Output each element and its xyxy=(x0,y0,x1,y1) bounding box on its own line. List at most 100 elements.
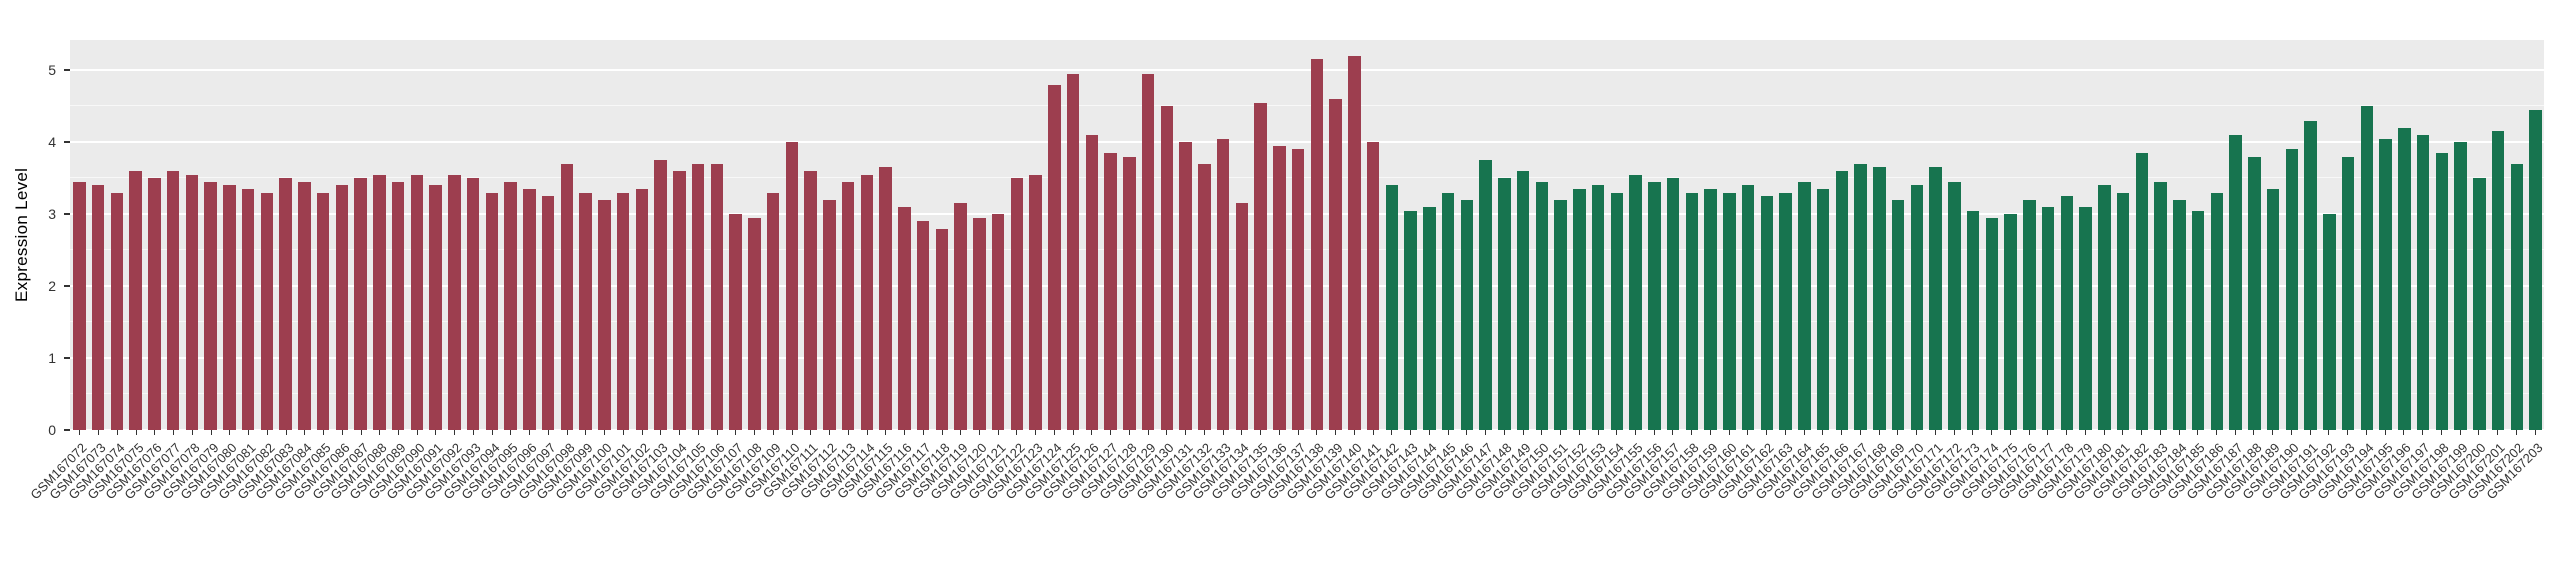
bar-slot xyxy=(426,40,445,430)
bar-slot xyxy=(726,40,745,430)
bar-slot xyxy=(1608,40,1627,430)
x-tick-mark xyxy=(2497,430,2499,435)
bar xyxy=(1629,174,1642,430)
bar-slot xyxy=(933,40,952,430)
bar xyxy=(2323,214,2336,430)
bar-slot xyxy=(670,40,689,430)
bar-slot xyxy=(295,40,314,430)
bar-slot xyxy=(1739,40,1758,430)
bar xyxy=(1610,192,1624,430)
bar-slot xyxy=(745,40,764,430)
bar-slot xyxy=(1120,40,1139,430)
bar xyxy=(1948,181,1961,430)
x-tick-mark xyxy=(1447,430,1449,435)
y-tick-label: 1 xyxy=(48,350,56,367)
x-tick-mark xyxy=(1560,430,1562,435)
bar-slot xyxy=(164,40,183,430)
x-tick-mark xyxy=(885,430,887,435)
x-tick-mark xyxy=(2197,430,2199,435)
x-tick-mark xyxy=(1016,430,1018,435)
bar xyxy=(448,174,461,430)
bar xyxy=(1273,145,1286,430)
bar-slot xyxy=(1101,40,1120,430)
x-tick-mark xyxy=(2009,430,2011,435)
bar xyxy=(860,174,874,430)
bar-slot xyxy=(1589,40,1608,430)
x-tick-mark xyxy=(622,430,624,435)
bar-slot xyxy=(614,40,633,430)
bar xyxy=(354,178,367,430)
bar-slot xyxy=(258,40,277,430)
x-tick-mark xyxy=(941,430,943,435)
bar-slot xyxy=(1626,40,1645,430)
bar xyxy=(898,206,911,430)
y-tick-label: 3 xyxy=(48,206,56,223)
bar xyxy=(1141,73,1155,430)
x-tick-mark xyxy=(2253,430,2255,435)
y-tick-mark xyxy=(64,69,70,72)
x-tick-mark xyxy=(2047,430,2049,435)
x-tick-mark xyxy=(2084,430,2086,435)
y-tick-label: 5 xyxy=(48,62,56,79)
bar xyxy=(2398,127,2411,430)
x-tick-mark xyxy=(2141,430,2143,435)
bar xyxy=(1685,192,1699,430)
bar xyxy=(1066,73,1080,430)
bar xyxy=(335,185,349,430)
x-tick-mark xyxy=(2365,430,2367,435)
x-tick-mark xyxy=(2216,430,2217,435)
x-tick-mark xyxy=(2309,430,2311,435)
bar xyxy=(973,217,986,430)
x-tick-mark xyxy=(1466,430,1468,435)
bar-slot xyxy=(1795,40,1814,430)
x-tick-mark xyxy=(566,430,568,435)
bar-slot xyxy=(1045,40,1064,430)
x-tick-mark xyxy=(2159,430,2161,435)
bar xyxy=(1891,199,1905,430)
x-tick-mark xyxy=(2403,430,2405,435)
x-tick-mark xyxy=(1335,430,1337,435)
x-tick-mark xyxy=(772,430,774,435)
bar xyxy=(2060,196,2074,430)
bar xyxy=(1760,196,1774,430)
bar xyxy=(1835,170,1849,430)
x-tick-mark xyxy=(154,430,156,435)
bar xyxy=(1591,185,1605,430)
x-tick-mark xyxy=(585,430,587,435)
bar-slot xyxy=(1083,40,1102,430)
bar xyxy=(616,192,630,430)
bar xyxy=(410,174,424,430)
bar xyxy=(298,181,311,430)
bar xyxy=(2285,149,2299,430)
bar-slot xyxy=(145,40,164,430)
x-tick-mark xyxy=(1128,430,1130,435)
x-tick-mark xyxy=(491,430,493,435)
bar xyxy=(2041,206,2055,430)
x-tick-mark xyxy=(1053,430,1055,435)
bar xyxy=(1498,178,1511,430)
bar-slot xyxy=(2076,40,2095,430)
bar xyxy=(1104,152,1117,430)
bar-slot xyxy=(108,40,127,430)
bar-slot xyxy=(2358,40,2377,430)
bar-slot xyxy=(1476,40,1495,430)
x-axis-tick-marks xyxy=(70,430,2544,436)
bar-slot xyxy=(333,40,352,430)
bar xyxy=(1179,142,1192,430)
bar xyxy=(1048,84,1061,430)
bar xyxy=(1741,185,1755,430)
bar xyxy=(1854,163,1867,430)
bar-slot xyxy=(951,40,970,430)
x-tick-mark xyxy=(472,430,474,435)
bar-slot xyxy=(1270,40,1289,430)
bar xyxy=(1573,188,1586,430)
bar xyxy=(148,178,161,430)
bar-slot xyxy=(1889,40,1908,430)
x-tick-mark xyxy=(1822,430,1824,435)
x-tick-mark xyxy=(1410,430,1412,435)
bar xyxy=(1216,138,1230,430)
x-tick-mark xyxy=(323,430,325,435)
bar-slot xyxy=(2095,40,2114,430)
bar xyxy=(2266,188,2280,430)
bar-slot xyxy=(1664,40,1683,430)
